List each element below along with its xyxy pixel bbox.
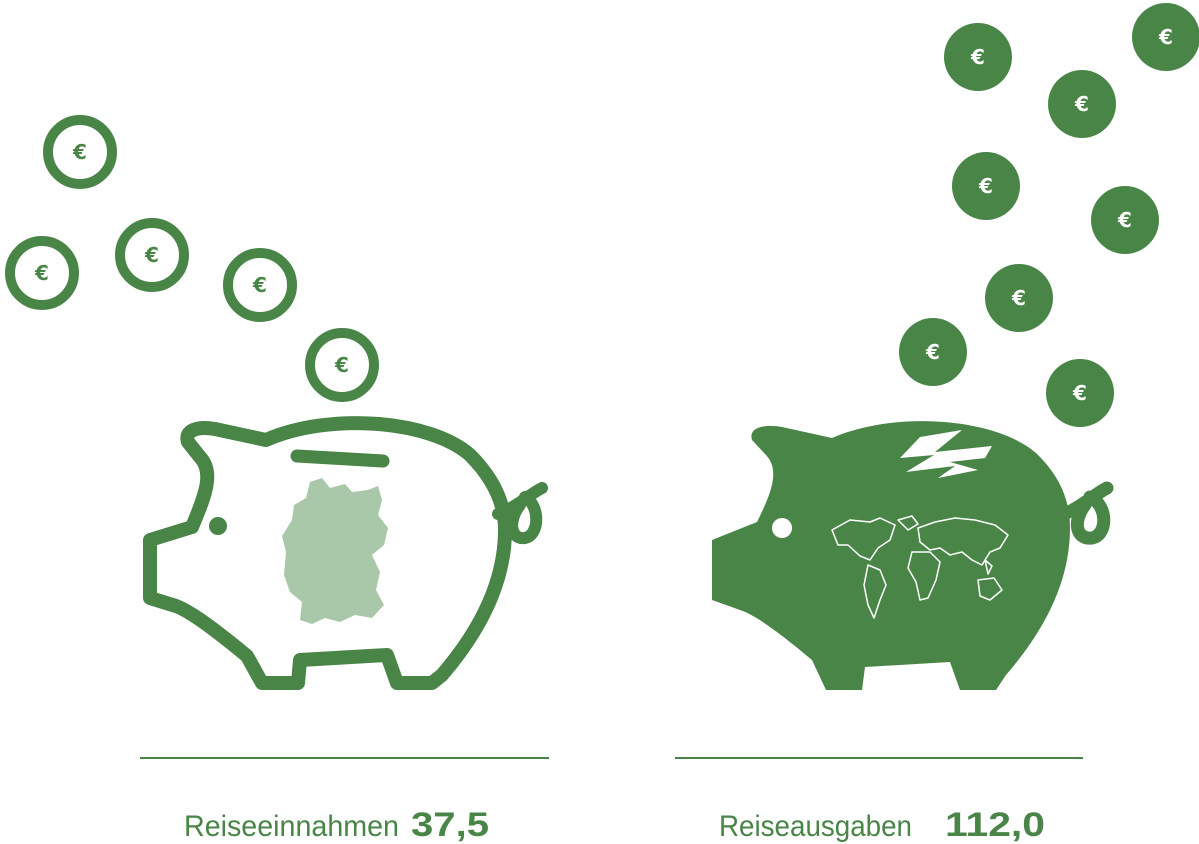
coin: € [899, 318, 967, 386]
item-value: 112,0 [945, 806, 1045, 844]
coin: € [5, 236, 79, 310]
coin: € [1046, 359, 1114, 427]
item-value: 37,5 [411, 806, 489, 844]
coin-symbol: € [1074, 92, 1089, 116]
coin-symbol: € [1158, 25, 1173, 49]
pig-body [712, 421, 1070, 690]
expense-piggy-bank [712, 421, 1114, 690]
item-label: Reiseausgaben [719, 810, 912, 843]
income-coins: € € € € € [5, 115, 379, 402]
coin-slot [290, 449, 390, 468]
crack [900, 430, 992, 478]
coin-symbol: € [1011, 286, 1026, 310]
coin: € [43, 115, 117, 189]
coin-symbol: € [72, 140, 87, 164]
coin-symbol: € [34, 261, 49, 285]
coin-symbol: € [1117, 208, 1132, 232]
coin: € [1091, 186, 1159, 254]
coin: € [952, 152, 1020, 220]
coin-symbol: € [925, 340, 940, 364]
coin: € [985, 264, 1053, 332]
pig-tail [1055, 481, 1114, 545]
coin-symbol: € [970, 45, 985, 69]
pig-eye [772, 518, 792, 538]
coin-symbol: € [334, 353, 349, 377]
coin-symbol: € [978, 174, 993, 198]
coin: € [305, 328, 379, 402]
income-piggy-bank [143, 416, 548, 690]
pig-tail [492, 482, 548, 544]
pig-eye [209, 517, 227, 535]
coin: € [1048, 70, 1116, 138]
coin: € [223, 248, 297, 322]
coin: € [115, 218, 189, 292]
item-label: Reiseeinnahmen [184, 810, 399, 843]
coin: € [1132, 3, 1199, 71]
germany-map [282, 478, 388, 624]
pig-body [143, 416, 512, 690]
coin: € [944, 23, 1012, 91]
coin-symbol: € [252, 273, 267, 297]
coin-symbol: € [1072, 381, 1087, 405]
coin-symbol: € [144, 243, 159, 267]
expense-coins: € € € € € € € € [899, 3, 1199, 427]
world-map [831, 515, 1009, 619]
